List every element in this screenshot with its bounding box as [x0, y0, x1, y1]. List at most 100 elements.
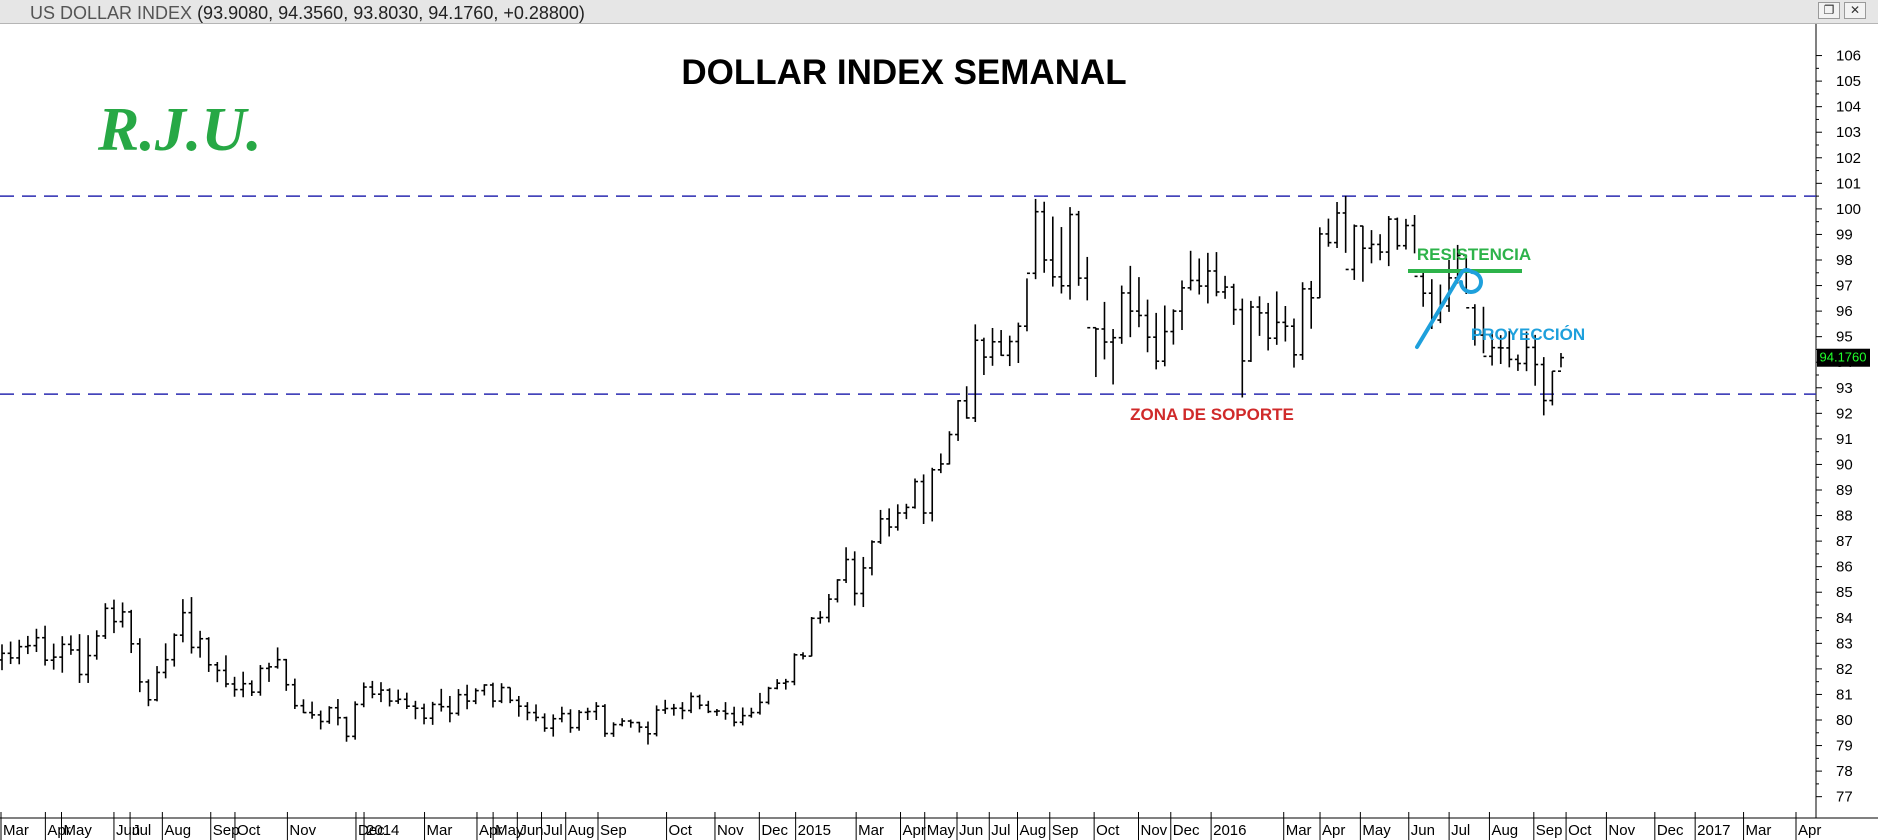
ohlc-bar	[24, 635, 31, 655]
ohlc-bar	[386, 688, 393, 707]
x-tick-label: Apr	[1798, 822, 1821, 839]
x-tick-label: Sep	[1052, 822, 1079, 839]
x-tick-label: Nov	[717, 822, 744, 839]
ohlc-bar	[1049, 216, 1056, 287]
ohlc-bar	[309, 701, 316, 719]
ohlc-bar	[1032, 198, 1039, 280]
ohlc-bar	[920, 474, 927, 524]
ohlc-bar	[464, 684, 471, 710]
ohlc-bar	[1256, 296, 1263, 336]
ohlc-bar	[1187, 250, 1194, 291]
x-tick-label: Mar	[427, 822, 453, 839]
x-tick-label: Aug	[568, 822, 595, 839]
y-tick-label: 86	[1836, 559, 1853, 576]
ohlc-bar	[1489, 330, 1496, 366]
ohlc-bar	[825, 594, 832, 623]
ohlc-bar	[1325, 218, 1332, 247]
ohlc-bar	[1463, 254, 1470, 309]
y-tick-label: 83	[1836, 635, 1853, 652]
ohlc-bar	[42, 625, 49, 666]
ohlc-bar	[1420, 270, 1427, 307]
ohlc-bar	[283, 658, 290, 691]
y-tick-label: 93	[1836, 380, 1853, 397]
ohlc-bar	[601, 704, 608, 737]
ohlc-bar	[93, 630, 100, 660]
ohlc-bar	[980, 337, 987, 375]
x-tick-label: Aug	[164, 822, 191, 839]
ohlc-bar	[300, 699, 307, 714]
ohlc-bar	[834, 579, 841, 603]
x-tick-label: Oct	[1568, 822, 1592, 839]
y-tick-label: 97	[1836, 278, 1853, 295]
ohlc-bar	[1471, 304, 1478, 346]
ohlc-bar	[722, 702, 729, 720]
ohlc-bar	[894, 504, 901, 531]
ohlc-bar	[50, 643, 57, 670]
ohlc-bar	[59, 636, 66, 673]
ohlc-bar	[429, 701, 436, 725]
x-tick-label: Sep	[1536, 822, 1563, 839]
y-tick-label: 82	[1836, 661, 1853, 678]
y-tick-label: 81	[1836, 686, 1853, 703]
x-tick-label: Apr	[903, 822, 926, 839]
ohlc-bar	[1411, 215, 1418, 278]
x-tick-label: May	[927, 822, 956, 839]
x-tick-label: Apr	[479, 822, 502, 839]
ohlc-bar	[197, 630, 204, 658]
ohlc-bar	[843, 547, 850, 584]
y-tick-label: 104	[1836, 99, 1861, 116]
ohlc-bar	[1540, 357, 1547, 416]
ohlc-bar	[851, 551, 858, 606]
ohlc-bar	[395, 689, 402, 704]
ohlc-bar	[1239, 298, 1246, 398]
y-tick-label: 101	[1836, 175, 1861, 192]
ohlc-bar	[136, 638, 143, 693]
ohlc-bar	[515, 695, 522, 717]
ohlc-bar	[360, 682, 367, 708]
ohlc-bar	[731, 706, 738, 727]
ohlc-bar	[352, 701, 359, 740]
x-tick-label: Aug	[1019, 822, 1046, 839]
ohlc-bar	[110, 599, 117, 634]
ohlc-bar	[248, 680, 255, 696]
ohlc-bar	[696, 694, 703, 710]
ohlc-bar	[584, 707, 591, 720]
y-tick-label: 87	[1836, 533, 1853, 550]
y-tick-label: 105	[1836, 73, 1861, 90]
window-titlebar[interactable]: US DOLLAR INDEX (93.9080, 94.3560, 93.80…	[0, 0, 1878, 24]
ohlc-bar	[377, 682, 384, 703]
ohlc-bar	[619, 718, 626, 727]
x-tick-label: May	[64, 822, 93, 839]
x-tick-label: Jul	[132, 822, 151, 839]
last-price-text: 94.1760	[1820, 350, 1867, 365]
ohlc-bar	[33, 628, 40, 653]
last-price-background	[1817, 348, 1870, 367]
ohlc-bar	[1110, 329, 1117, 385]
x-tick-label: Nov	[289, 822, 316, 839]
ohlc-bar	[1101, 301, 1108, 360]
ohlc-bar	[576, 710, 583, 731]
ohlc-bar	[214, 661, 221, 683]
ohlc-bar	[274, 647, 281, 669]
x-tick-label: Aug	[1491, 822, 1518, 839]
restore-icon[interactable]: ❐	[1818, 2, 1840, 19]
ohlc-bar	[455, 689, 462, 716]
ohlc-bar	[610, 722, 617, 737]
x-tick-label: Nov	[1608, 822, 1635, 839]
ohlc-bar	[533, 704, 540, 722]
y-tick-label: 77	[1836, 789, 1853, 806]
ohlc-bar	[1273, 291, 1280, 345]
ohlc-bar	[1179, 280, 1186, 331]
ohlc-bar	[748, 707, 755, 718]
y-tick-label: 103	[1836, 124, 1861, 141]
ohlc-bar	[1230, 283, 1237, 325]
x-tick-label: Sep	[213, 822, 240, 839]
ohlc-bar	[266, 662, 273, 682]
ohlc-bar	[670, 703, 677, 716]
ohlc-bar	[16, 639, 23, 665]
ohlc-bar	[128, 609, 135, 654]
projection-label: PROYECCIÓN	[1471, 325, 1585, 344]
close-icon[interactable]: ✕	[1844, 2, 1866, 19]
x-tick-label: Jun	[519, 822, 543, 839]
